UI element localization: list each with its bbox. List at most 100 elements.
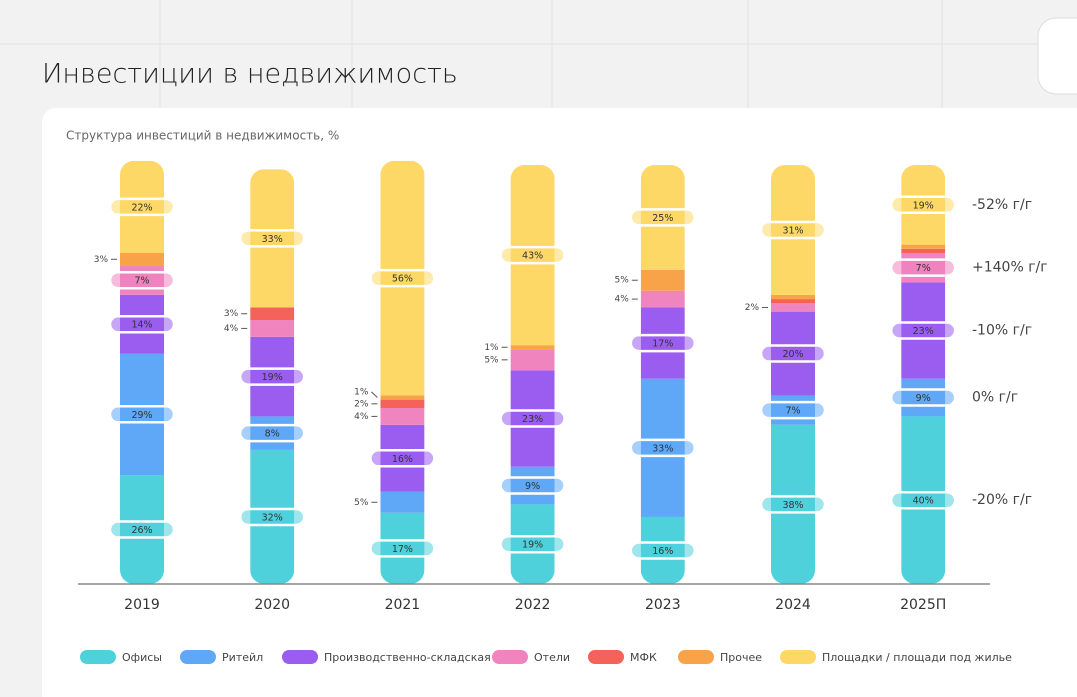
- value-label: 23%: [913, 326, 934, 337]
- bar-segment: [901, 244, 946, 249]
- legend-swatch: [180, 650, 216, 664]
- bar-segment: [510, 345, 555, 350]
- value-label: 33%: [652, 443, 673, 454]
- value-pill: [759, 220, 827, 240]
- value-pill: [499, 534, 566, 554]
- value-label: 43%: [522, 251, 543, 262]
- value-label: 16%: [652, 546, 673, 557]
- legend-label: Производственно-складская: [324, 651, 491, 664]
- value-label: 20%: [782, 349, 803, 360]
- value-label: 4%: [354, 412, 369, 422]
- value-label: 7%: [785, 406, 800, 417]
- legend-label: Площадки / площади под жилье: [822, 651, 1012, 664]
- bar-segment: [771, 303, 815, 312]
- legend-label: Ритейл: [222, 651, 263, 664]
- label-leader: [371, 391, 378, 398]
- legend-swatch: [588, 650, 624, 664]
- value-pill: [629, 333, 697, 353]
- value-label: 17%: [652, 339, 673, 350]
- value-pill: [238, 229, 306, 248]
- value-pill: [108, 314, 176, 334]
- value-pill: [499, 476, 566, 495]
- value-pill: [369, 268, 436, 288]
- bar-segment: [771, 299, 815, 304]
- bar-segment: [901, 248, 946, 253]
- value-label: 17%: [392, 544, 413, 555]
- value-label: 3%: [94, 255, 109, 265]
- yoy-annotation: -10% г/г: [972, 323, 1032, 339]
- x-tick-label: 2024: [775, 597, 811, 613]
- value-label: 2%: [745, 303, 760, 313]
- value-label: 32%: [262, 512, 283, 523]
- legend-swatch: [492, 650, 528, 664]
- value-label: 19%: [262, 372, 283, 383]
- bar-stack: [640, 165, 685, 584]
- value-label: 23%: [522, 414, 543, 425]
- bar-stack: [510, 165, 555, 584]
- value-label: 19%: [913, 200, 934, 211]
- value-label: 26%: [131, 525, 152, 536]
- value-pill: [629, 541, 697, 560]
- chart-subtitle: Структура инвестиций в недвижимость, %: [66, 129, 339, 143]
- value-pill: [759, 495, 827, 514]
- yoy-annotation: 0% г/г: [972, 390, 1018, 406]
- legend-swatch: [80, 650, 116, 664]
- card: [42, 108, 1077, 697]
- value-label: 5%: [484, 355, 499, 365]
- bar-segment: [250, 320, 295, 337]
- value-label: 9%: [916, 393, 931, 404]
- value-label: 4%: [224, 324, 239, 334]
- value-label: 2%: [354, 399, 369, 409]
- value-pill: [889, 258, 957, 277]
- bar-segment: [771, 294, 815, 300]
- legend-swatch: [678, 650, 714, 664]
- value-label: 9%: [525, 481, 540, 492]
- value-pill: [369, 449, 436, 468]
- value-pill: [759, 400, 827, 420]
- x-tick-label: 2025П: [900, 597, 946, 613]
- value-pill: [889, 195, 957, 215]
- value-pill: [629, 208, 697, 227]
- value-pill: [108, 197, 176, 217]
- value-pill: [889, 321, 957, 340]
- value-label: 16%: [392, 454, 413, 465]
- x-tick-label: 2019: [124, 597, 160, 613]
- value-label: 19%: [522, 540, 543, 551]
- value-label: 7%: [916, 263, 931, 274]
- bar-segment: [380, 408, 425, 425]
- value-label: 1%: [484, 343, 499, 353]
- legend-label: Прочее: [720, 651, 762, 664]
- value-pill: [759, 344, 827, 363]
- x-tick-label: 2020: [254, 597, 290, 613]
- value-label: 25%: [652, 213, 673, 224]
- bar-stack: [380, 160, 425, 584]
- value-pill: [238, 507, 306, 527]
- value-label: 33%: [262, 234, 283, 245]
- bar-segment: [380, 395, 425, 400]
- value-label: 5%: [615, 276, 630, 286]
- value-label: 38%: [782, 500, 803, 511]
- value-pill: [238, 367, 306, 386]
- bar-segment: [120, 252, 164, 266]
- value-label: 4%: [615, 295, 630, 305]
- bar-segment: [380, 399, 425, 409]
- value-pill: [889, 388, 957, 407]
- bar-segment: [640, 290, 685, 308]
- value-pill: [499, 409, 566, 428]
- page-title: Инвестиции в недвижимость: [42, 59, 458, 90]
- value-label: 40%: [913, 496, 934, 507]
- value-pill: [369, 539, 436, 558]
- value-pill: [238, 423, 306, 443]
- value-label: 8%: [265, 429, 280, 440]
- value-pill: [108, 270, 176, 290]
- value-pill: [499, 245, 566, 265]
- plot: 26% 29% 14% 7% 3% 22% 2019 32% 8% 19% 4% 3% 33% 2020 1…: [78, 160, 1048, 664]
- yoy-annotation: +140% г/г: [972, 260, 1048, 276]
- value-label: 22%: [131, 202, 152, 213]
- value-label: 14%: [131, 320, 152, 331]
- bar-segment: [510, 349, 555, 371]
- value-label: 7%: [134, 276, 149, 287]
- legend-swatch: [282, 650, 318, 664]
